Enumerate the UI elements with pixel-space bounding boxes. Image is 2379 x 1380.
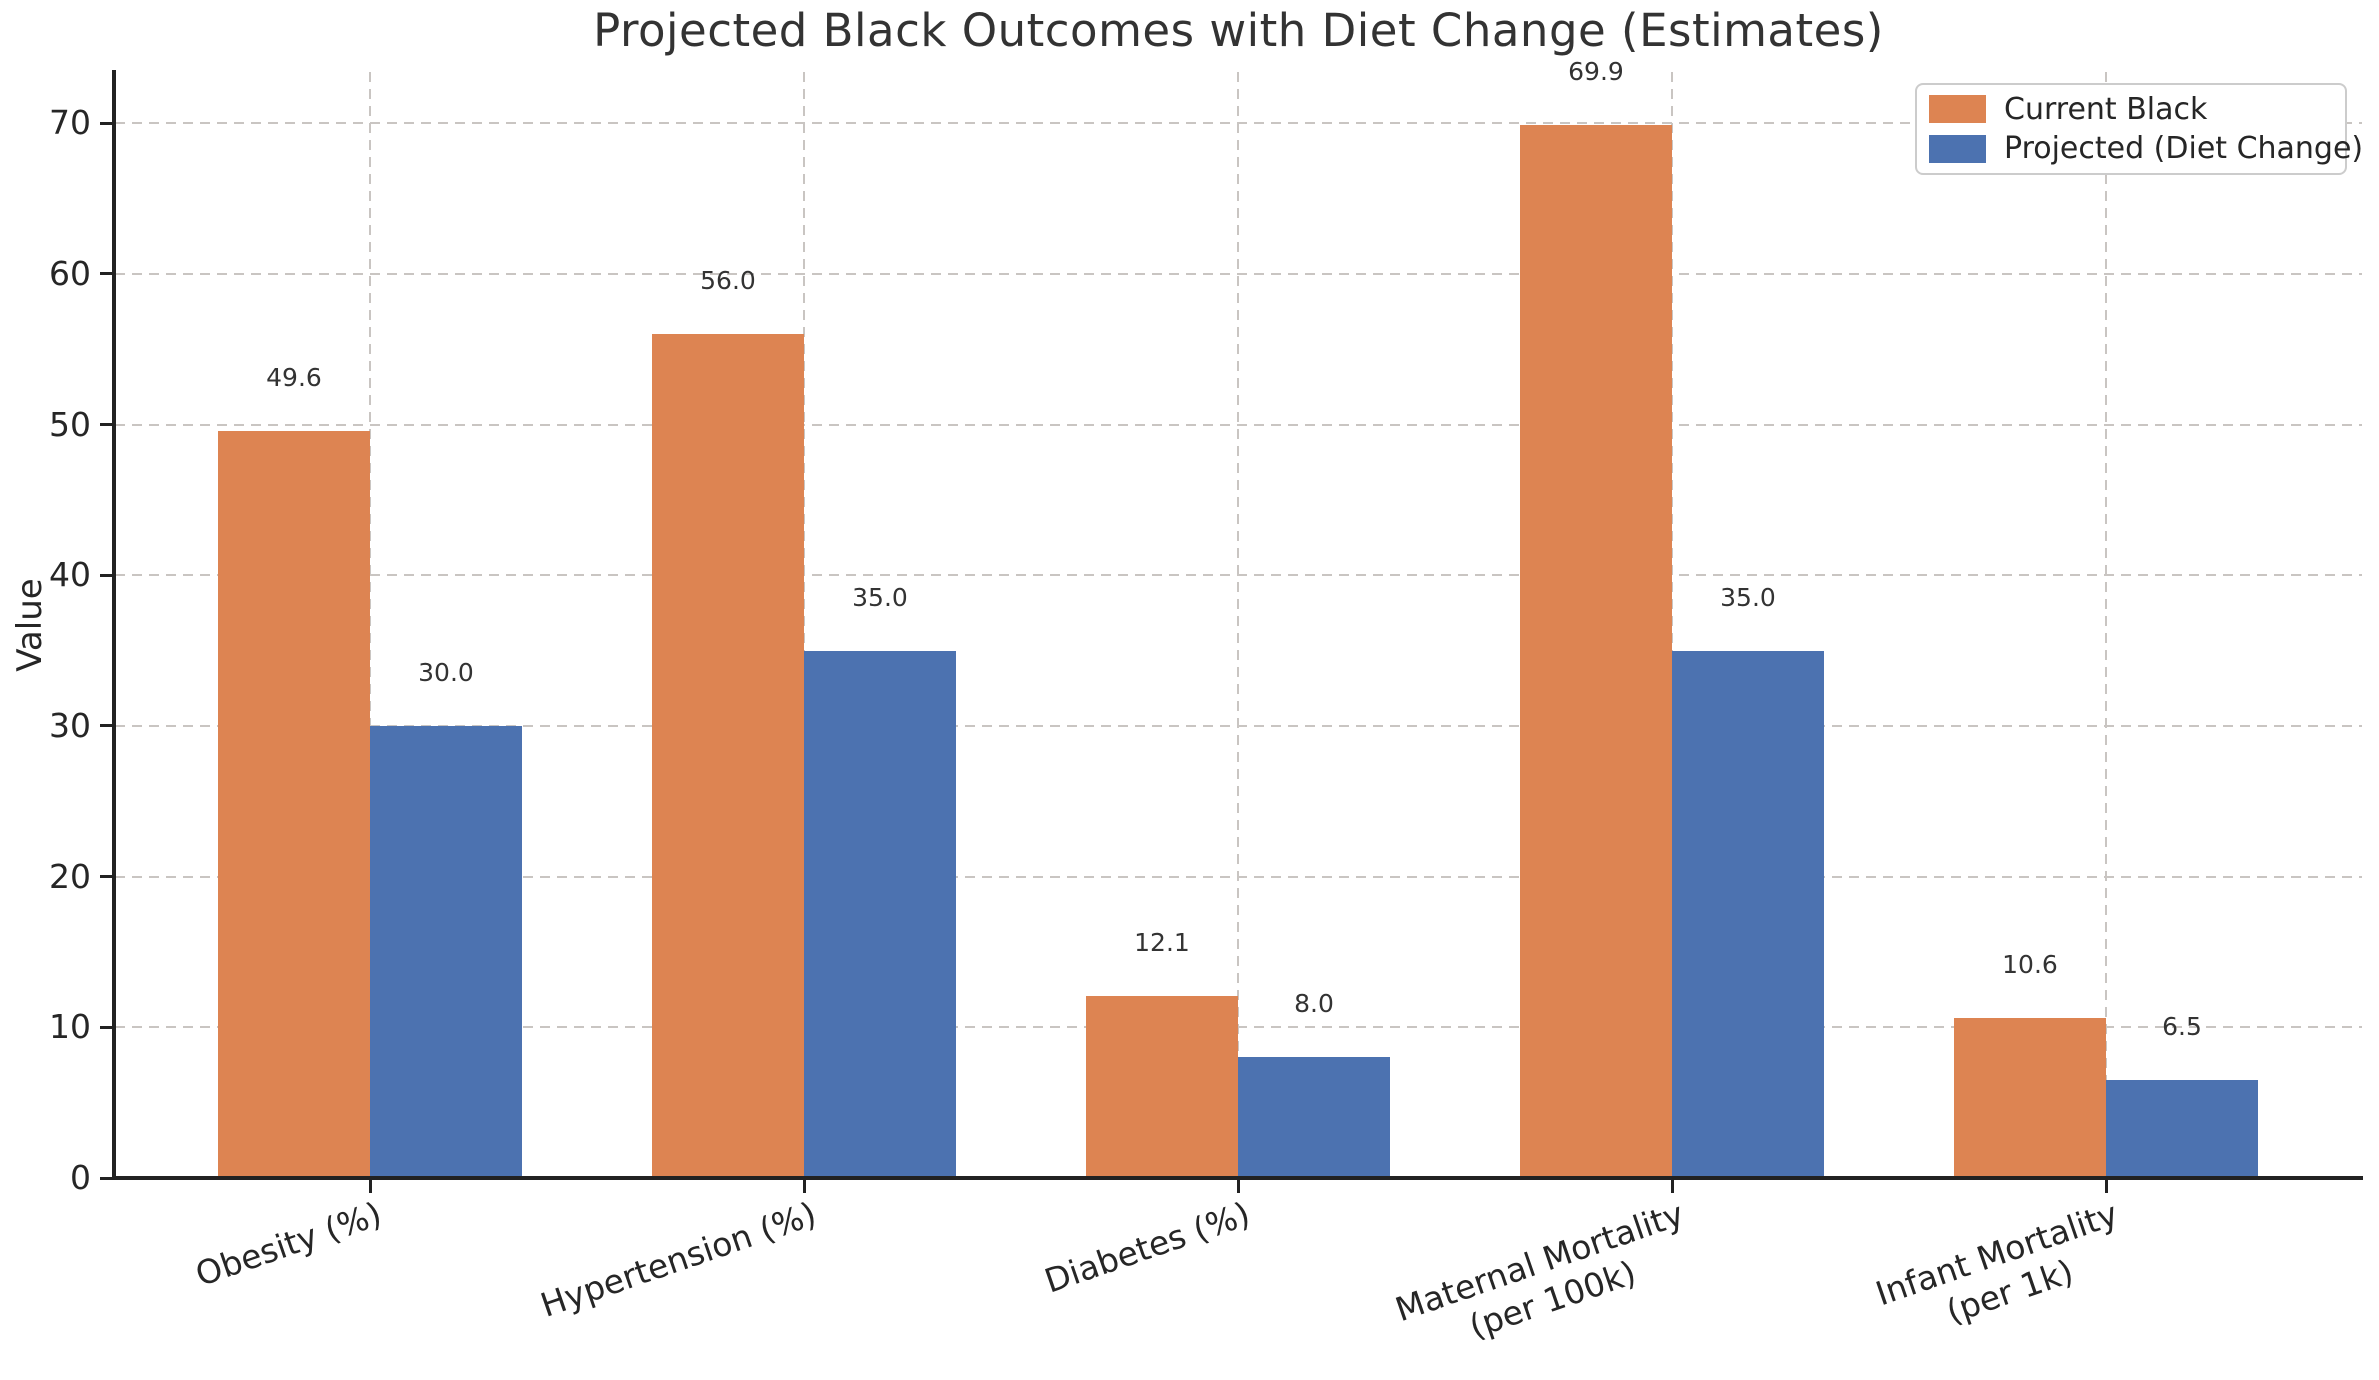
bar-current-black (1954, 1018, 2106, 1178)
x-axis-label: Diabetes (%) (1039, 1194, 1255, 1301)
bar-value-label: 8.0 (1294, 989, 1334, 1019)
legend: Current Black Projected (Diet Change) (1915, 83, 2363, 175)
bar-value-label: 56.0 (700, 266, 756, 296)
legend-label-current-black: Current Black (2004, 91, 2208, 127)
bar-projected-diet-change (1238, 1057, 1390, 1178)
bar-value-label: 10.6 (2002, 950, 2058, 980)
y-tick-mark (100, 573, 115, 577)
y-tick-mark (100, 1025, 115, 1029)
bar-value-label: 6.5 (2162, 1012, 2202, 1042)
y-tick-mark (100, 272, 115, 276)
bar-value-label: 12.1 (1134, 927, 1190, 957)
x-axis-label: Hypertension (%) (535, 1194, 821, 1325)
legend-item-projected-diet-change: Projected (Diet Change) (1929, 131, 2363, 166)
bar-current-black (1086, 995, 1238, 1178)
bar-value-label: 35.0 (852, 582, 908, 612)
x-tick-mark (368, 1178, 372, 1193)
legend-item-current-black: Current Black (1929, 92, 2345, 127)
y-tick-label: 20 (49, 856, 91, 896)
bar-current-black (1520, 124, 1672, 1178)
y-tick-label: 30 (49, 705, 91, 745)
y-tick-label: 10 (49, 1007, 91, 1047)
y-tick-label: 60 (49, 253, 91, 293)
gridline-vertical (803, 72, 805, 1178)
bar-current-black (652, 334, 804, 1178)
y-tick-mark (100, 121, 115, 125)
y-tick-mark (100, 423, 115, 427)
x-tick-mark (802, 1178, 806, 1193)
bar-value-label: 69.9 (1568, 56, 1624, 86)
bar-value-label: 30.0 (418, 657, 474, 687)
bar-projected-diet-change (2106, 1080, 2258, 1178)
bar-value-label: 35.0 (1720, 582, 1776, 612)
gridline-vertical (2105, 72, 2107, 1178)
gridline-vertical (369, 72, 371, 1178)
y-tick-mark (100, 1176, 115, 1180)
y-axis-spine (112, 70, 116, 1180)
legend-label-projected-diet-change: Projected (Diet Change) (2004, 131, 2364, 167)
bar-projected-diet-change (1672, 650, 1824, 1178)
gridline-vertical (1671, 72, 1673, 1178)
x-axis-label: Infant Mortality (per 1k) (1870, 1194, 2123, 1332)
chart-title: Projected Black Outcomes with Diet Chang… (593, 4, 1884, 57)
legend-swatch-current-black (1929, 95, 1986, 124)
y-tick-label: 40 (49, 555, 91, 595)
x-tick-mark (2104, 1178, 2108, 1193)
gridline-vertical (1237, 72, 1239, 1178)
x-tick-mark (1670, 1178, 1674, 1193)
bar-value-label: 49.6 (266, 362, 322, 392)
y-tick-mark (100, 724, 115, 728)
y-tick-label: 50 (49, 404, 91, 444)
y-tick-mark (100, 875, 115, 879)
plot-area: 0 10 20 30 40 50 60 70 49.6 56.0 12.1 69.9 10.6 30.0 3… (49, 57, 2363, 1197)
x-axis-label: Maternal Mortality (per 100k) (1390, 1194, 1689, 1347)
x-axis-label: Obesity (%) (190, 1194, 387, 1294)
bar-current-black (218, 430, 370, 1178)
y-tick-label: 70 (49, 103, 91, 143)
legend-swatch-projected-diet-change (1929, 134, 1986, 163)
y-tick-label: 0 (70, 1158, 91, 1197)
bar-projected-diet-change (370, 725, 522, 1178)
x-tick-mark (1236, 1178, 1240, 1193)
bar-projected-diet-change (804, 650, 956, 1178)
